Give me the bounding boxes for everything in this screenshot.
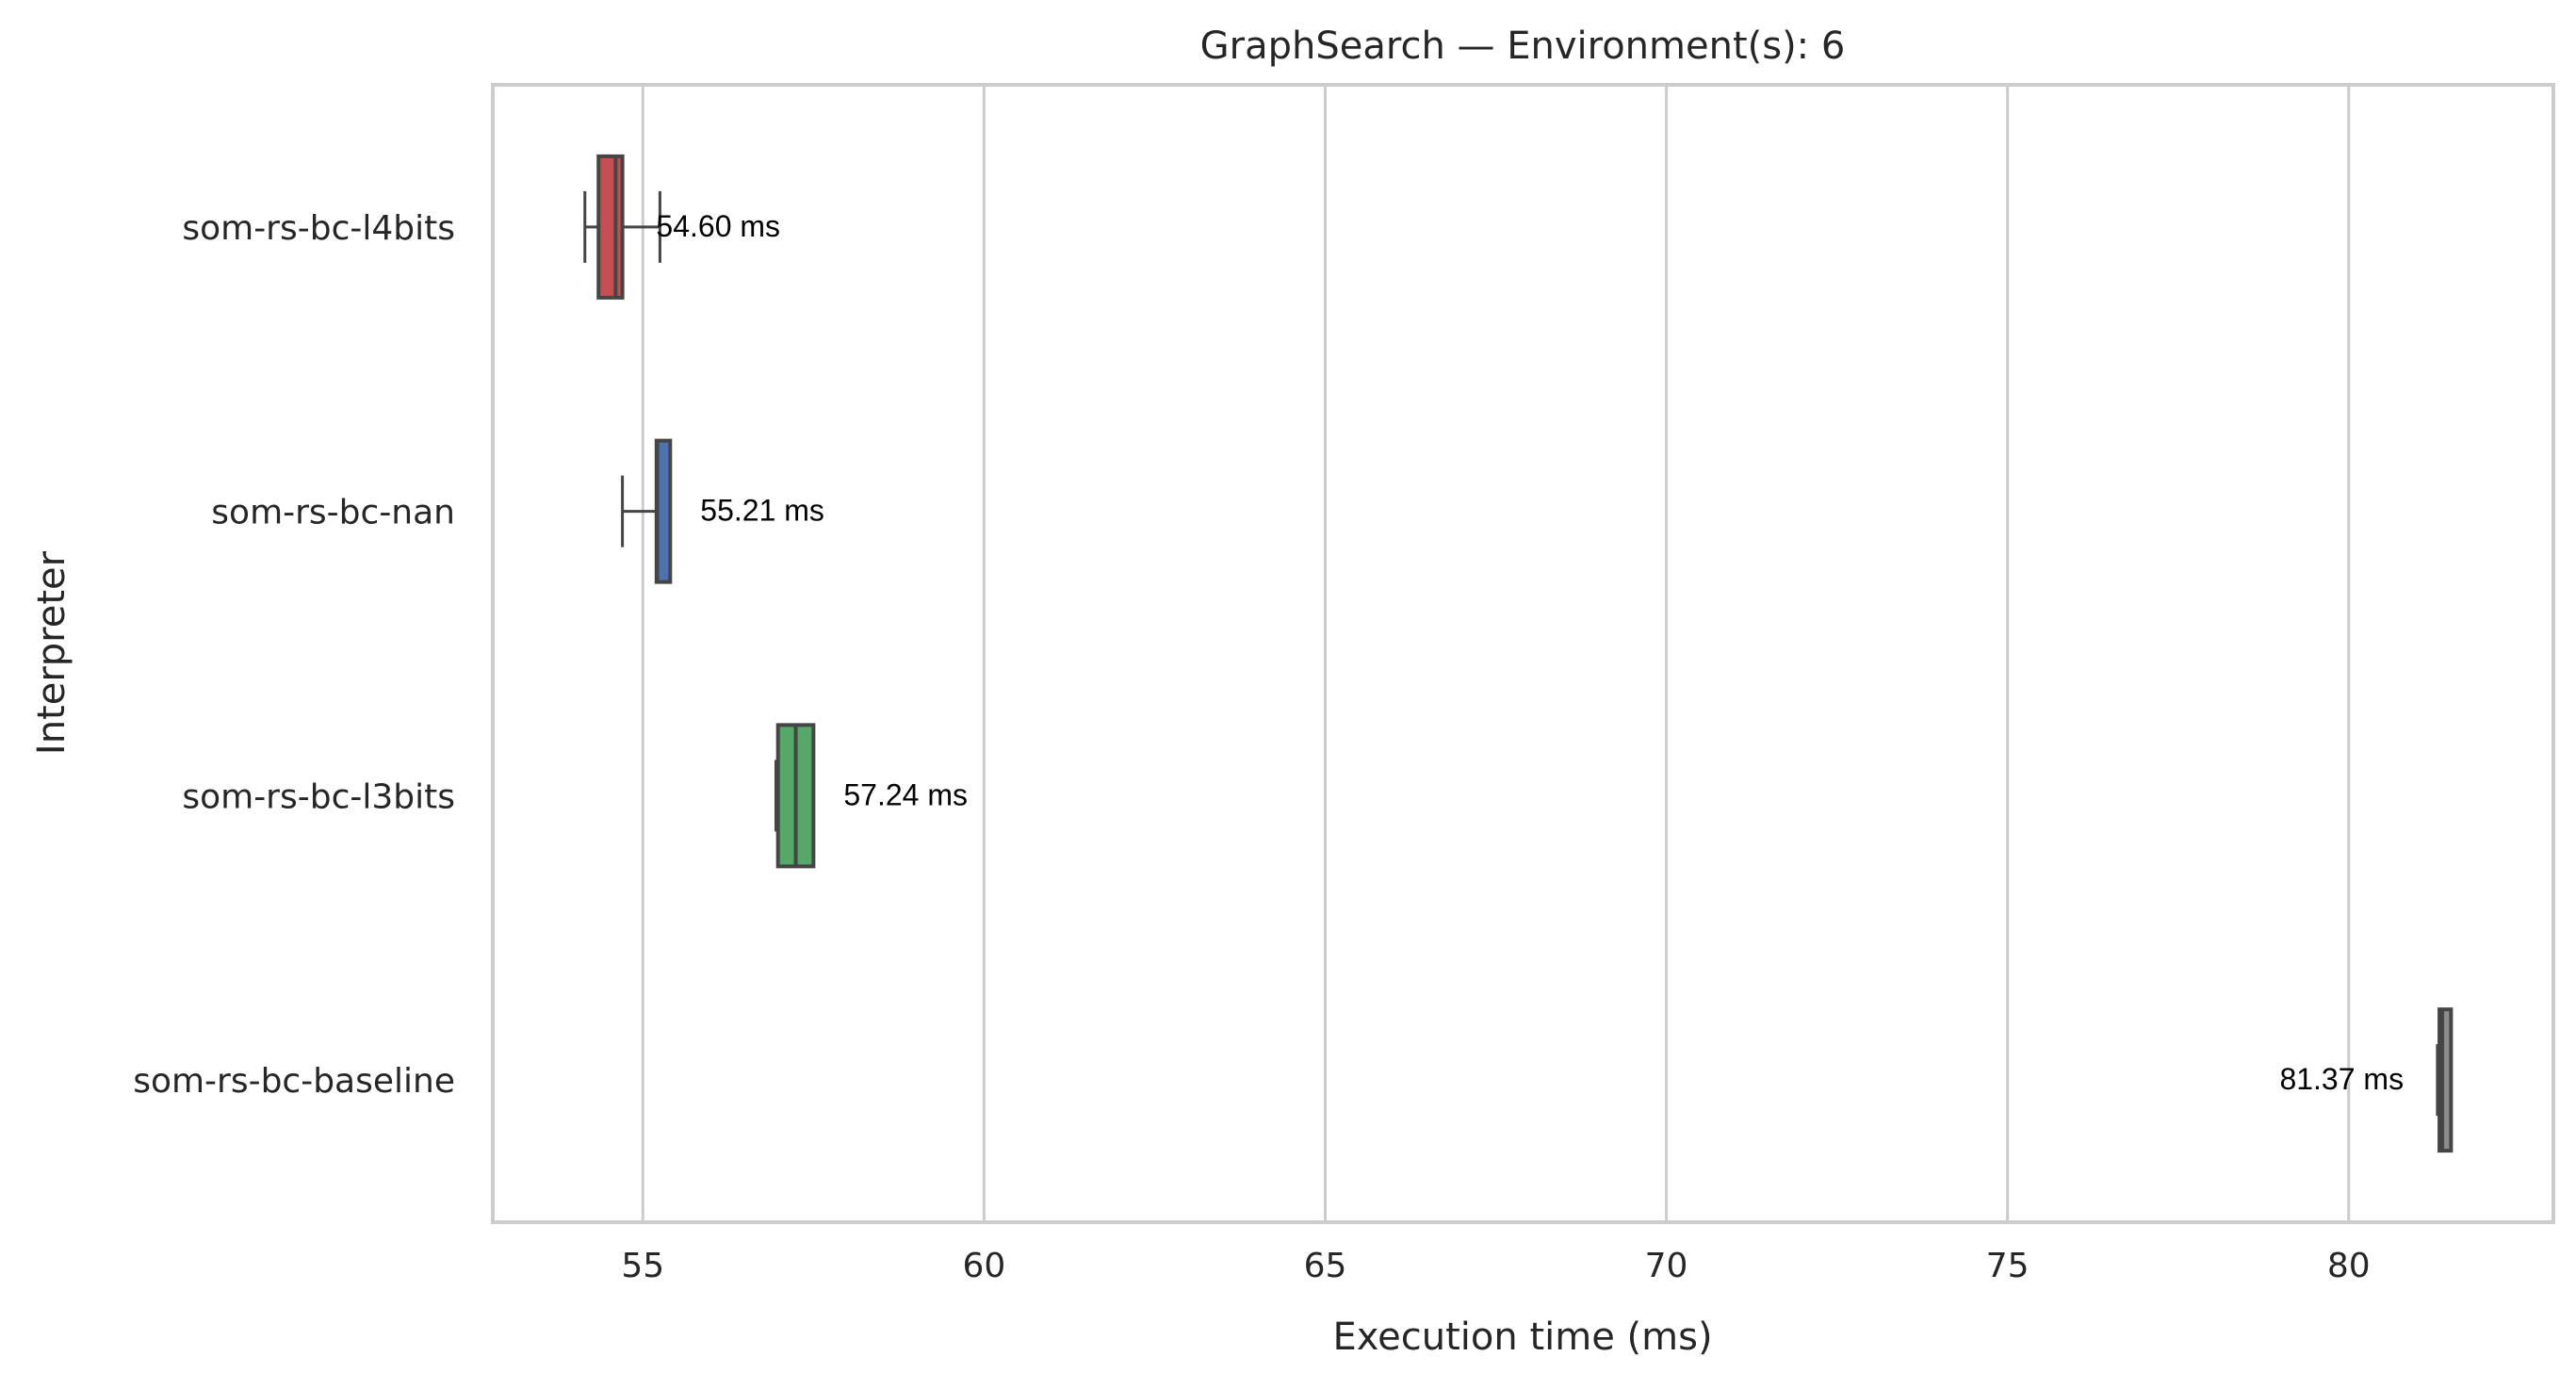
- box: [596, 154, 625, 300]
- y-axis-label: Interpreter: [30, 550, 73, 755]
- data-labels: 54.60 ms 55.21 ms 57.24 ms 81.37 ms: [656, 209, 2404, 1096]
- box-som-rs-bc-l4bits: [583, 154, 661, 300]
- y-tick-label: som-rs-bc-nan: [211, 494, 455, 532]
- data-label: 54.60 ms: [656, 209, 780, 243]
- box-som-rs-bc-nan: [621, 438, 673, 584]
- x-tick-label: 75: [1986, 1247, 2030, 1285]
- data-label: 81.37 ms: [2279, 1062, 2404, 1096]
- x-tick-label: 70: [1645, 1247, 1688, 1285]
- y-tick-label: som-rs-bc-l4bits: [182, 209, 455, 248]
- x-tick-label: 55: [621, 1247, 664, 1285]
- x-tick-label: 60: [962, 1247, 1005, 1285]
- y-tick-label: som-rs-bc-baseline: [133, 1062, 455, 1101]
- grid-lines: [641, 85, 2351, 1222]
- data-label: 55.21 ms: [700, 494, 824, 528]
- box-som-rs-bc-baseline: [2436, 1007, 2454, 1153]
- y-tick-labels: som-rs-bc-l4bits som-rs-bc-nan som-rs-bc-l…: [133, 209, 455, 1101]
- y-tick-label: som-rs-bc-l3bits: [182, 777, 455, 816]
- x-axis-label: Execution time (ms): [1332, 1315, 1712, 1359]
- plot-frame: [491, 83, 2555, 1224]
- x-tick-label: 80: [2327, 1247, 2371, 1285]
- x-tick-labels: 55 60 65 70 75 80: [621, 1247, 2370, 1285]
- boxes: [583, 154, 2454, 1153]
- box-som-rs-bc-l3bits: [774, 723, 816, 869]
- x-tick-label: 65: [1304, 1247, 1347, 1285]
- data-label: 57.24 ms: [843, 777, 968, 811]
- chart-title: GraphSearch — Environment(s): 6: [1200, 25, 1846, 68]
